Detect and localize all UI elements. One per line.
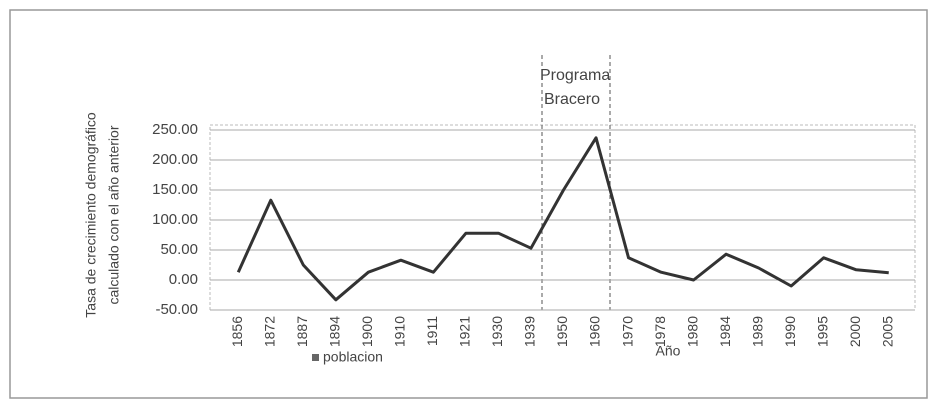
x-tick-label: 1930 (489, 316, 505, 347)
annotation: Programa (540, 67, 610, 84)
y-tick-label: 250.00 (152, 121, 198, 138)
x-tick-label: 1970 (619, 316, 635, 347)
line (236, 136, 889, 302)
y-tick-label: 0.00 (169, 271, 198, 288)
x-tick-label: 1950 (554, 316, 570, 347)
x-tick-label: 1900 (359, 316, 375, 347)
y-axis-title: Tasa de crecimiento demográfico (83, 112, 99, 318)
x-tick-label: 1856 (229, 316, 245, 347)
y-tick-label: -50.00 (155, 301, 198, 318)
x-tick-label: 1921 (457, 316, 473, 347)
x-tick-label: 2005 (879, 316, 895, 347)
y-tick-label: 100.00 (152, 211, 198, 228)
x-tick-label: 1960 (587, 316, 603, 347)
x-tick-label: 1989 (749, 316, 765, 347)
y-axis-title: calculado con el año anterior (106, 125, 122, 304)
annotation: Bracero (544, 91, 600, 108)
y-tick-label: 200.00 (152, 151, 198, 168)
x-tick-label: 1978 (652, 316, 668, 347)
y-tick-label: 50.00 (160, 241, 198, 258)
x-tick-label: 1990 (782, 316, 798, 347)
x-axis-title: Año (656, 343, 681, 359)
y-tick-label: 150.00 (152, 181, 198, 198)
x-tick-label: 1894 (327, 316, 343, 347)
x-tick-label: 1984 (717, 316, 733, 347)
legend-label: poblacion (323, 349, 383, 365)
x-tick-label: 2000 (847, 316, 863, 347)
legend-marker (312, 354, 319, 361)
frame (9, 9, 928, 399)
x-tick-label: 1980 (684, 316, 700, 347)
x-tick-label: 1911 (424, 316, 440, 346)
x-tick-label: 1910 (392, 316, 408, 347)
x-tick-label: 1939 (522, 316, 538, 347)
x-tick-label: 1995 (814, 316, 830, 347)
x-tick-label: 1872 (261, 316, 277, 347)
x-tick-label: 1887 (294, 316, 310, 347)
